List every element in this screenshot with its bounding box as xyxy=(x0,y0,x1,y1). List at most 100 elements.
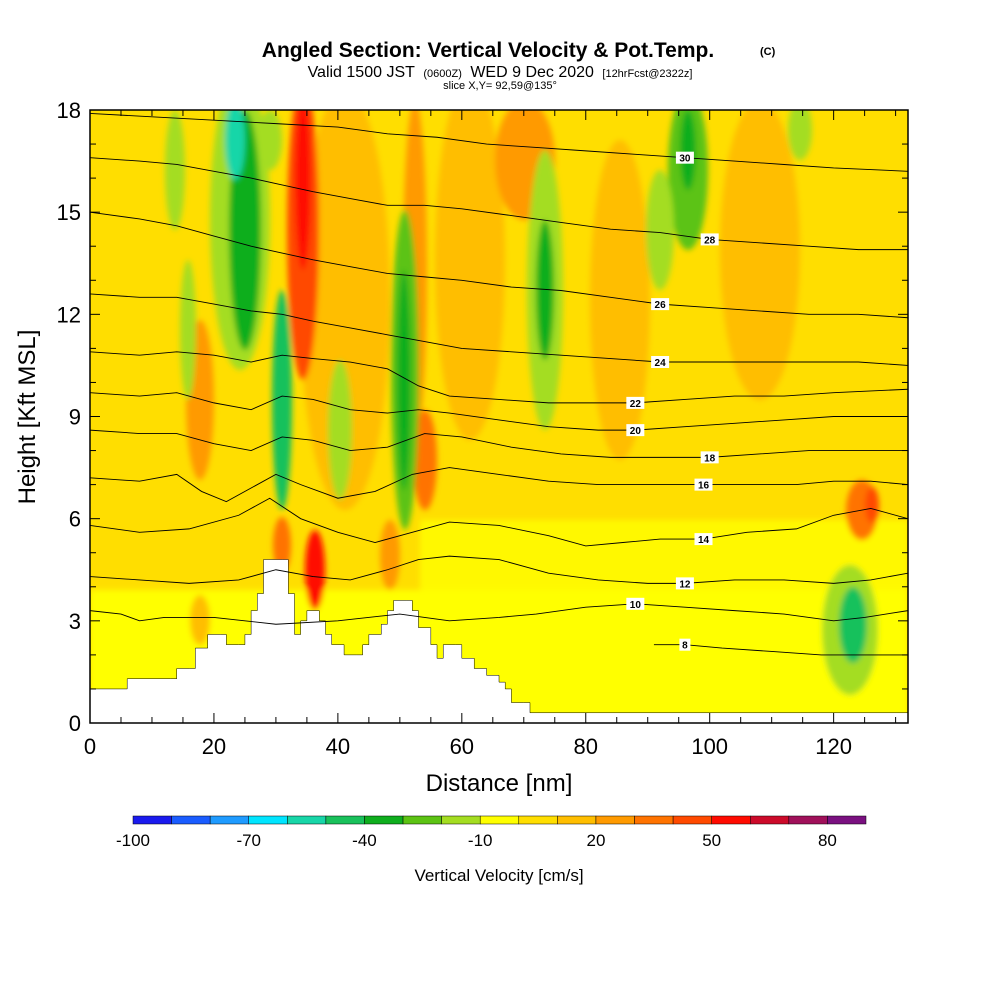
colorbar-swatch xyxy=(595,815,635,825)
colorbar-swatch xyxy=(287,815,327,825)
valid-date: WED 9 Dec 2020 xyxy=(470,64,594,81)
downdraft-peak-a xyxy=(225,110,245,180)
contour-label-bg xyxy=(694,478,713,491)
colorbar-swatch xyxy=(557,815,597,825)
contour-label-20: 20 xyxy=(630,426,642,437)
contour-label-bg xyxy=(675,151,694,164)
colorbar-swatch xyxy=(788,815,828,825)
velocity-field: 8 10 12 14 16 18 20 22 24 26 28 30 xyxy=(90,110,908,723)
contour-label-bg xyxy=(679,638,691,651)
contour-label-28: 28 xyxy=(704,235,716,246)
contour-label-16: 16 xyxy=(698,481,710,492)
contour-label-bg xyxy=(700,233,719,246)
terrain xyxy=(90,559,908,723)
contour-label-bg xyxy=(626,424,645,437)
x-tick-label: 60 xyxy=(450,734,474,759)
downdraft-region-g xyxy=(328,360,352,500)
slice-info: slice X,Y= 92,59@135° xyxy=(443,80,557,92)
updraft-region-e xyxy=(720,110,800,400)
downdraft-region-c xyxy=(165,110,185,230)
contour-line-28 xyxy=(90,157,908,251)
x-tick-label: 80 xyxy=(574,734,598,759)
downdraft-region-l xyxy=(258,110,282,170)
colorbar-swatch xyxy=(518,815,558,825)
y-tick-label: 9 xyxy=(69,405,81,430)
low-updraft-core xyxy=(305,530,325,610)
low-updraft-mid xyxy=(380,520,400,590)
y-tick-label: 15 xyxy=(57,200,81,225)
low-updraft-left xyxy=(273,517,291,573)
title-mark: (C) xyxy=(760,46,776,58)
chart-title: Angled Section: Vertical Velocity & Pot.… xyxy=(262,39,714,62)
contour-line-26 xyxy=(90,211,908,319)
contour-line-18 xyxy=(90,429,908,458)
contour-label-bg xyxy=(700,451,719,464)
downdraft-core-e xyxy=(397,270,411,490)
valid-line: Valid 1500 JST (0600Z) WED 9 Dec 2020 [1… xyxy=(308,64,693,81)
y-tick-label: 0 xyxy=(69,711,81,736)
colorbar-swatch xyxy=(441,815,481,825)
updraft-region-d xyxy=(590,140,650,460)
contour-line-22 xyxy=(90,351,908,404)
right-updraft-center xyxy=(865,487,879,523)
contour-line-12 xyxy=(90,555,908,584)
field-shading xyxy=(90,110,908,723)
red-updraft-core xyxy=(295,110,311,270)
contour-label-bg xyxy=(694,533,713,546)
contour-label-30: 30 xyxy=(679,154,691,165)
downdraft-core-f xyxy=(536,220,554,360)
downdraft-region-i xyxy=(646,170,674,290)
x-tick-label: 40 xyxy=(326,734,350,759)
downdraft-region-j xyxy=(788,110,812,160)
contour-line-30 xyxy=(90,112,908,172)
colorbar-tick-label: 80 xyxy=(818,831,837,850)
contour-label-bg xyxy=(675,577,694,590)
colorbar-tick-label: -10 xyxy=(468,831,493,850)
low-orange-left xyxy=(190,595,210,645)
contour-label-bg xyxy=(651,356,670,369)
x-tick-label: 100 xyxy=(691,734,728,759)
updraft-region-h xyxy=(413,410,437,510)
valid-utc: (0600Z) xyxy=(423,68,462,80)
updraft-region-a xyxy=(300,110,390,510)
valid-prefix: Valid 1500 JST xyxy=(308,64,416,81)
colorbar-swatch xyxy=(827,815,867,825)
y-tick-label: 12 xyxy=(57,302,81,327)
colorbar-swatch xyxy=(248,815,288,825)
contour-line-10 xyxy=(90,603,908,625)
colorbar-swatch xyxy=(171,815,211,825)
contour-label-24: 24 xyxy=(655,358,667,369)
colorbar-swatch xyxy=(711,815,751,825)
contour-line-16 xyxy=(90,467,908,503)
y-axis-label: Height [Kft MSL] xyxy=(14,330,41,505)
potential-temperature-contours: 8 10 12 14 16 18 20 22 24 26 28 30 xyxy=(90,112,908,656)
updraft-region-b xyxy=(435,110,505,440)
axes: 0 20 40 60 80 100 120 0 3 6 9 12 15 18 xyxy=(57,98,908,759)
colorbar-swatch xyxy=(364,815,404,825)
contour-label-14: 14 xyxy=(698,535,710,546)
colorbar-swatch xyxy=(479,815,520,825)
colorbar: -100 -70 -40 -10 20 50 80 xyxy=(116,815,867,850)
contour-label-18: 18 xyxy=(704,453,716,464)
colorbar-tick-label: 20 xyxy=(586,831,605,850)
contour-label-bg xyxy=(626,597,645,610)
colorbar-tick-label: -70 xyxy=(236,831,261,850)
colorbar-swatch xyxy=(132,815,172,825)
x-tick-label: 20 xyxy=(202,734,226,759)
contour-label-10: 10 xyxy=(630,600,642,611)
colorbar-tick-label: 50 xyxy=(702,831,721,850)
colorbar-swatch xyxy=(402,815,442,825)
valid-fcst: [12hrFcst@2322z] xyxy=(602,68,692,80)
downdraft-core-k xyxy=(839,587,867,663)
contour-line-20 xyxy=(90,392,908,431)
colorbar-swatch xyxy=(672,815,712,825)
contour-label-22: 22 xyxy=(630,399,642,410)
downdraft-core-h xyxy=(680,110,696,190)
colorbar-swatch xyxy=(750,815,790,825)
downdraft-region-d xyxy=(180,260,196,400)
y-tick-label: 6 xyxy=(69,507,81,532)
downdraft-core-b xyxy=(272,290,292,510)
contour-line-24 xyxy=(90,293,908,366)
contour-label-12: 12 xyxy=(679,579,691,590)
